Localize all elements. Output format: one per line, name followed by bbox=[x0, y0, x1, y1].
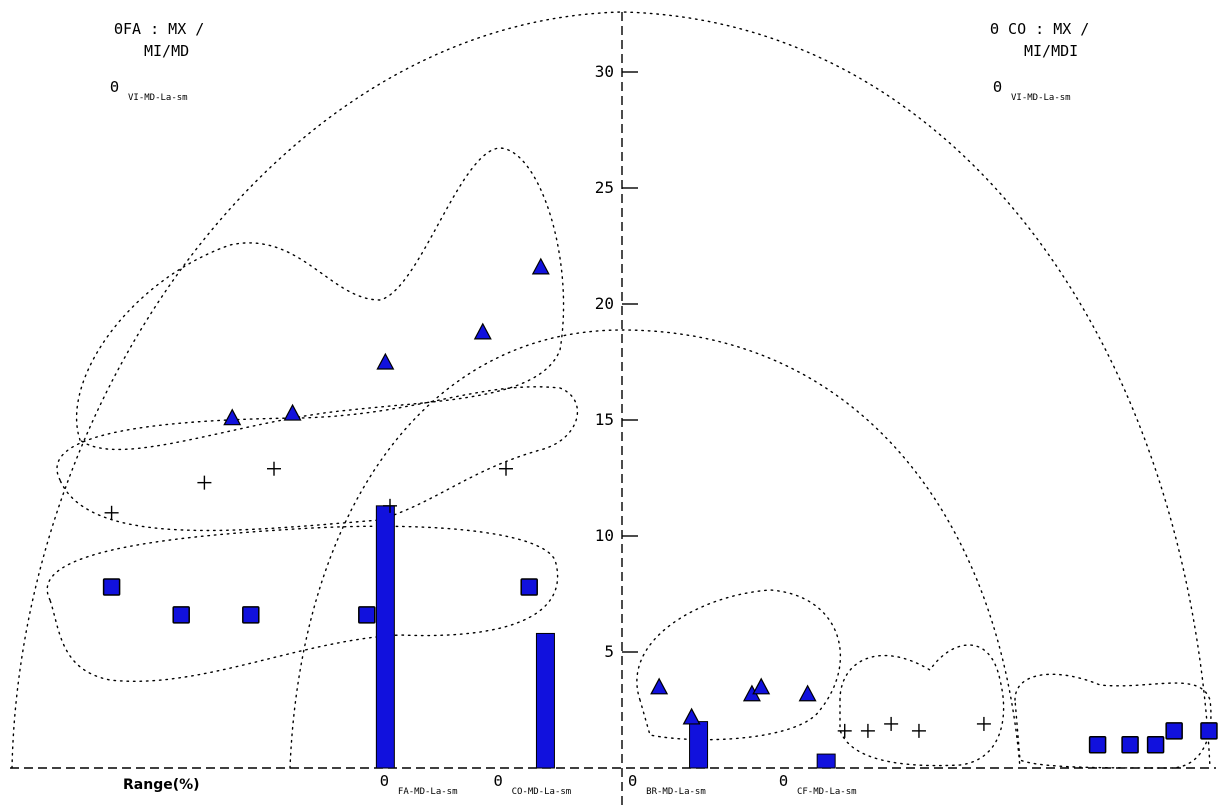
x-axis-label: Range(%) bbox=[123, 777, 200, 793]
top-left-label-line1: ΘFA : MX / bbox=[114, 20, 204, 38]
square-region-right bbox=[1014, 673, 1212, 769]
top-left-label-line2: MI/MD bbox=[144, 42, 189, 60]
square-point-7 bbox=[1146, 736, 1165, 754]
plus-point-9 bbox=[976, 716, 991, 731]
triangle-point-3 bbox=[473, 322, 492, 340]
inner-arc bbox=[289, 329, 1021, 769]
triangle-point-2 bbox=[376, 352, 395, 370]
square-point-1 bbox=[172, 606, 190, 624]
bar-1 bbox=[535, 632, 555, 769]
square-point-8 bbox=[1165, 722, 1183, 740]
square-point-2 bbox=[242, 606, 260, 624]
y-ticks: 5 10 15 20 25 30 bbox=[595, 62, 638, 661]
category-labels: Θ FA-MD-La-sm Θ CO-MD-La-sm Θ BR-MD-La-sm Θ CF-… bbox=[380, 772, 857, 797]
plus-point-7 bbox=[884, 716, 899, 731]
plus-region-left bbox=[56, 386, 579, 532]
top-left-theta: Θ bbox=[110, 78, 119, 96]
markers bbox=[102, 257, 1218, 754]
top-right-label-line2: MI/MDI bbox=[1024, 42, 1078, 60]
category-theta-2: Θ bbox=[628, 772, 637, 790]
category-sub-3: CF-MD-La-sm bbox=[797, 787, 857, 797]
outer-arc bbox=[11, 11, 1211, 769]
top-right-label-line1: Θ CO : MX / bbox=[990, 20, 1089, 38]
square-point-3 bbox=[358, 606, 376, 624]
bar-3 bbox=[816, 753, 836, 769]
triangle-region-right bbox=[636, 589, 842, 741]
plus-region-right bbox=[839, 644, 1005, 767]
top-right-theta: Θ bbox=[993, 78, 1002, 96]
plus-point-4 bbox=[499, 461, 513, 476]
category-theta-3: Θ bbox=[779, 772, 788, 790]
y-tick-label-25: 25 bbox=[595, 178, 614, 197]
triangle-region-left bbox=[75, 147, 565, 451]
bar-0 bbox=[375, 505, 395, 769]
bars bbox=[375, 505, 836, 769]
y-tick-label-10: 10 bbox=[595, 526, 614, 545]
plus-point-1 bbox=[197, 475, 212, 490]
triangle-point-0 bbox=[223, 408, 242, 426]
y-tick-label-5: 5 bbox=[604, 642, 614, 661]
square-point-5 bbox=[1088, 736, 1107, 754]
plus-point-2 bbox=[267, 461, 281, 476]
category-theta-0: Θ bbox=[380, 772, 389, 790]
triangle-point-5 bbox=[650, 677, 669, 695]
y-tick-label-20: 20 bbox=[595, 294, 614, 313]
axes bbox=[10, 12, 1216, 805]
top-right-theta-sub: VI-MD-La-sm bbox=[1011, 93, 1071, 103]
category-theta-1: Θ bbox=[494, 772, 503, 790]
plus-point-6 bbox=[860, 723, 875, 738]
bar-2 bbox=[689, 721, 709, 769]
plus-point-8 bbox=[911, 723, 926, 738]
triangle-point-1 bbox=[283, 403, 302, 421]
plus-point-3 bbox=[383, 498, 397, 513]
triangle-point-9 bbox=[798, 684, 817, 702]
plus-point-0 bbox=[104, 505, 119, 520]
square-point-0 bbox=[102, 578, 121, 596]
square-region-left bbox=[46, 525, 559, 682]
square-point-6 bbox=[1121, 736, 1139, 754]
triangle-point-8 bbox=[752, 677, 771, 695]
region-outlines bbox=[11, 11, 1212, 769]
y-tick-label-15: 15 bbox=[595, 410, 614, 429]
square-point-4 bbox=[520, 578, 538, 596]
plus-point-5 bbox=[837, 723, 852, 738]
top-left-theta-sub: VI-MD-La-sm bbox=[128, 93, 188, 103]
category-sub-1: CO-MD-La-sm bbox=[512, 787, 572, 797]
y-tick-label-30: 30 bbox=[595, 62, 614, 81]
category-sub-2: BR-MD-La-sm bbox=[646, 787, 706, 797]
square-point-9 bbox=[1200, 722, 1218, 740]
triangle-point-6 bbox=[682, 707, 701, 725]
category-sub-0: FA-MD-La-sm bbox=[398, 787, 458, 797]
triangle-point-4 bbox=[531, 257, 550, 275]
